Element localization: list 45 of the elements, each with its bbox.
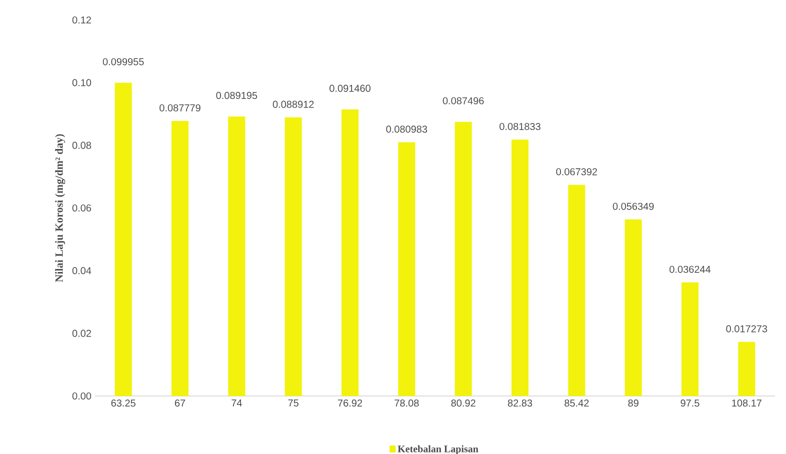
data-label: 0.099955 <box>102 58 144 66</box>
y-axis-title: Nilai Laju Korosi (mg/dm² day) <box>55 134 66 282</box>
data-label: 0.017273 <box>726 325 768 332</box>
y-tick-label: 0.06 <box>72 204 92 212</box>
y-tick-label: 0.04 <box>72 267 92 274</box>
x-tick-label: 85.42 <box>564 400 589 407</box>
bar <box>624 219 642 396</box>
legend-label: Ketebalan Lapisan <box>398 445 478 454</box>
y-tick-label: 0.08 <box>72 142 92 149</box>
data-label: 0.088912 <box>272 100 314 108</box>
y-tick-label: 0.10 <box>72 79 92 86</box>
x-tick-label: 63.25 <box>111 400 136 407</box>
y-tick-label: 0.00 <box>72 392 92 400</box>
bar <box>682 282 698 396</box>
x-tick-label: 97.5 <box>680 400 700 407</box>
y-tick-label: 0.02 <box>72 330 91 337</box>
x-tick-label: 75 <box>288 400 298 406</box>
data-label: 0.091460 <box>330 84 370 92</box>
x-tick-label: 80.92 <box>451 400 476 407</box>
x-tick-label: 76.92 <box>338 400 362 407</box>
y-tick-label: 0.12 <box>72 16 91 24</box>
data-label: 0.080983 <box>386 126 428 133</box>
bar <box>454 122 472 396</box>
data-label: 0.089195 <box>216 92 258 99</box>
bar <box>738 342 756 396</box>
data-label: 0.056349 <box>612 202 654 210</box>
x-tick-label: 78.08 <box>394 400 419 407</box>
x-tick-label: 67 <box>174 400 186 407</box>
x-tick-label: 108.17 <box>732 400 762 407</box>
data-label: 0.036244 <box>670 266 711 273</box>
bar <box>284 117 302 396</box>
bar <box>568 184 586 396</box>
x-tick-label: 82.83 <box>508 400 532 407</box>
x-tick-label: 74 <box>232 400 242 406</box>
bar <box>398 142 416 396</box>
bar <box>228 116 246 396</box>
bar <box>342 109 359 396</box>
bar <box>114 82 132 396</box>
x-tick-label: 89 <box>628 400 638 407</box>
data-label: 0.087496 <box>442 97 484 104</box>
data-label: 0.081833 <box>500 122 540 130</box>
data-label: 0.067392 <box>556 168 598 176</box>
bar <box>172 120 189 396</box>
data-label: 0.087779 <box>160 104 200 112</box>
bar <box>512 140 529 396</box>
